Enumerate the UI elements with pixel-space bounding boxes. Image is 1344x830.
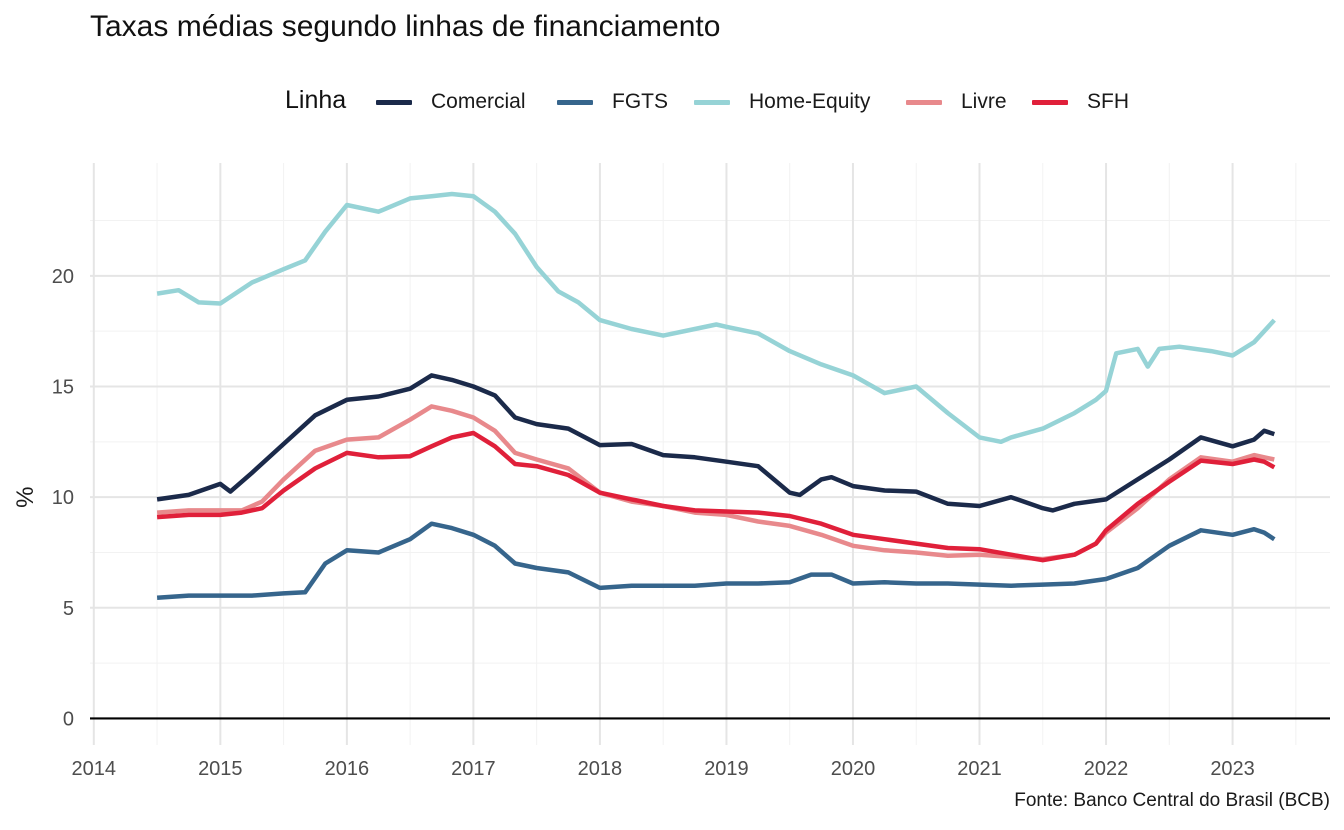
x-tick-label: 2018 [578,758,623,780]
legend: Linha Comercial FGTS Home-Equity Livre S… [0,84,1344,118]
x-tick-label: 2023 [1210,758,1255,780]
x-tick-label: 2019 [704,758,749,780]
axis-labels: 0 5 10 15 20 2014 2015 2016 2017 2018 2019 2020 2021… [12,266,1255,780]
legend-label-fgts: FGTS [612,90,668,113]
legend-swatch-comercial [376,100,412,105]
legend-title: Linha [285,86,347,114]
legend-label-comercial: Comercial [431,90,526,113]
series-lines [156,191,1276,601]
legend-label-home-equity: Home-Equity [749,90,871,113]
y-tick-label: 0 [63,708,74,730]
series-line-home-equity [156,191,1276,445]
x-tick-label: 2014 [72,758,117,780]
legend-swatch-home-equity [694,100,730,105]
y-axis-label: % [12,486,39,507]
source-note: Fonte: Banco Central do Brasil (BCB) [1014,790,1330,811]
x-tick-label: 2020 [831,758,876,780]
chart-title: Taxas médias segundo linhas de financiam… [90,10,721,43]
grid-lines [90,163,1330,745]
line-chart-plot: 0 5 10 15 20 2014 2015 2016 2017 2018 2019 2020 2021… [12,163,1330,780]
x-tick-label: 2015 [198,758,243,780]
series-line-fgts [156,521,1276,601]
y-tick-label: 10 [52,487,74,509]
legend-swatch-sfh [1032,100,1068,105]
x-tick-label: 2022 [1084,758,1129,780]
legend-label-sfh: SFH [1087,90,1129,113]
x-tick-label: 2021 [957,758,1002,780]
x-tick-label: 2017 [451,758,496,780]
legend-swatch-livre [906,100,942,105]
x-tick-label: 2016 [325,758,370,780]
y-tick-label: 15 [52,377,74,399]
y-tick-label: 20 [52,266,74,288]
legend-label-livre: Livre [961,90,1007,113]
series-line-comercial [156,373,1275,513]
series-line-sfh [156,430,1276,563]
y-tick-label: 5 [63,598,74,620]
legend-swatch-fgts [557,100,593,105]
